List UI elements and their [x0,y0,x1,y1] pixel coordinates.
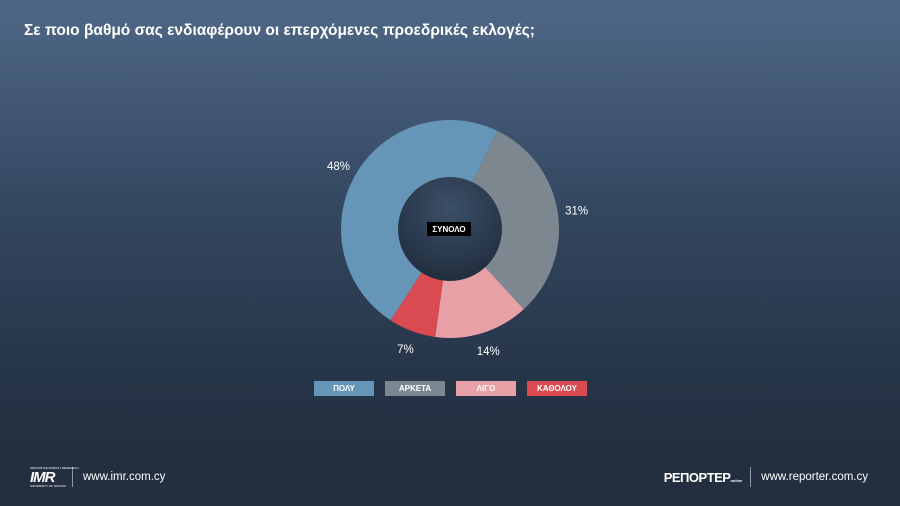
chart-title: Σε ποιο βαθμό σας ενδιαφέρουν οι επερχόμ… [24,22,535,39]
legend-item-3: ΚΑΘΟΛΟΥ [527,381,587,396]
imr-url-link[interactable]: www.imr.com.cy [83,471,166,483]
footer-left: INNOVATIVE MARKET RESEARCH IMR UNIVERSIT… [30,465,165,489]
footer-divider [750,467,752,487]
legend-item-1: ΑΡΚΕΤΑ [385,381,445,396]
slice-value-label-0: 48% [327,161,350,173]
center-label-box [427,222,471,236]
center-label: ΣΥΝΟΛΟ [432,225,465,234]
slice-value-label-1: 31% [565,205,588,217]
slice-value-label-3: 7% [397,344,414,356]
footer-right: ΡΕΠΟΡΤΕΡonline www.reporter.com.cy [664,465,868,489]
legend-item-2: ΛΙΓΟ [456,381,516,396]
footer-divider [72,467,73,487]
slice-1 [450,130,559,310]
legend-item-0: ΠΟΛΥ [314,381,374,396]
reporter-url-link[interactable]: www.reporter.com.cy [761,471,868,483]
legend: ΠΟΛΥ ΑΡΚΕΤΑ ΛΙΓΟ ΚΑΘΟΛΟΥ [314,381,587,396]
reporter-logo: ΡΕΠΟΡΤΕΡonline [663,469,743,485]
slice-value-label-2: 14% [477,346,500,358]
imr-logo: INNOVATIVE MARKET RESEARCH IMR UNIVERSIT… [30,466,79,488]
